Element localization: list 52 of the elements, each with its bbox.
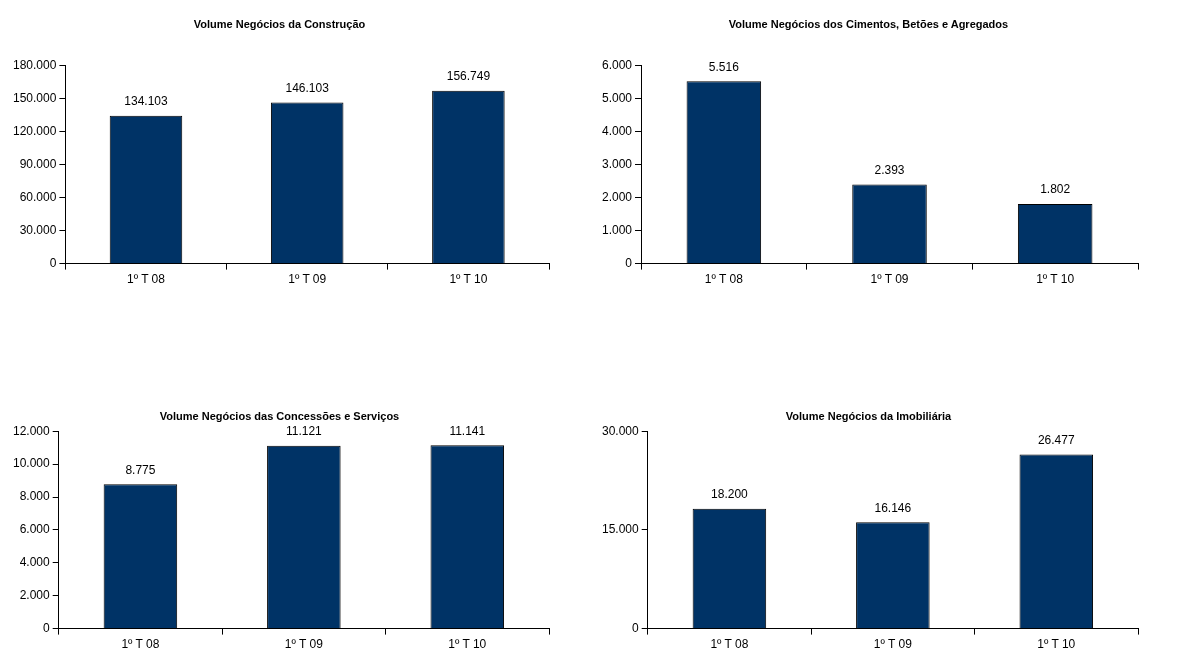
y-tick-label: 5.000	[602, 90, 633, 105]
x-tick-label: 1º T 08	[127, 272, 166, 287]
x-tick-label: 1º T 10	[1036, 272, 1075, 287]
y-tick-label: 150.000	[12, 90, 57, 105]
y-tick-label: 0	[632, 620, 640, 635]
x-tick-label: 1º T 09	[873, 637, 913, 652]
y-tick-label: 0	[49, 255, 57, 270]
x-tick-label: 1º T 10	[449, 272, 488, 287]
data-label: 18.200	[711, 487, 749, 502]
data-label: 134.103	[124, 94, 168, 109]
x-tick-label: 1º T 08	[704, 272, 744, 287]
y-tick-label: 1.000	[602, 222, 633, 237]
y-tick-label: 0	[43, 620, 51, 635]
data-label: 16.146	[874, 500, 912, 515]
y-tick-label: 120.000	[12, 123, 57, 138]
y-tick-label: 4.000	[19, 555, 51, 570]
y-tick-label: 60.000	[19, 189, 57, 204]
y-tick-label: 3.000	[602, 156, 633, 171]
y-tick-label: 4.000	[602, 123, 633, 138]
x-tick-label: 1º T 09	[870, 272, 909, 287]
y-tick-label: 0	[625, 255, 633, 270]
chart-title: Volume Negócios da Imobiliária	[785, 409, 953, 422]
chart-title: Volume Negócios da Construção	[193, 17, 366, 30]
data-label: 2.393	[874, 162, 905, 177]
data-label: 8.775	[125, 462, 156, 477]
y-tick-label: 8.000	[19, 489, 51, 504]
y-tick-label: 15.000	[602, 522, 640, 537]
y-tick-label: 6.000	[602, 57, 633, 72]
y-tick-label: 10.000	[13, 456, 51, 471]
y-tick-label: 6.000	[19, 522, 51, 537]
x-tick-label: 1º T 09	[284, 637, 324, 652]
y-tick-label: 2.000	[19, 588, 51, 603]
y-tick-label: 12.000	[13, 423, 51, 438]
data-label: 11.121	[285, 423, 323, 438]
y-tick-label: 30.000	[19, 222, 57, 237]
y-tick-label: 180.000	[12, 57, 57, 72]
data-label: 146.103	[285, 80, 330, 95]
x-tick-label: 1º T 08	[121, 637, 160, 652]
data-label: 11.141	[449, 423, 486, 438]
data-label: 156.749	[446, 69, 491, 84]
y-tick-label: 30.000	[602, 423, 640, 438]
data-label: 26.477	[1037, 432, 1075, 447]
chart-title: Volume Negócios dos Cimentos, Betões e Agregados	[728, 17, 1009, 30]
x-tick-label: 1º T 09	[288, 272, 327, 287]
data-label: 1.802	[1040, 182, 1071, 197]
x-tick-label: 1º T 08	[710, 637, 749, 652]
x-tick-label: 1º T 10	[448, 637, 487, 652]
chart-title: Volume Negócios das Concessões e Serviços	[159, 409, 400, 422]
data-label: 5.516	[708, 59, 740, 74]
y-tick-label: 90.000	[19, 156, 57, 171]
x-tick-label: 1º T 10	[1037, 637, 1076, 652]
y-tick-label: 2.000	[602, 189, 633, 204]
